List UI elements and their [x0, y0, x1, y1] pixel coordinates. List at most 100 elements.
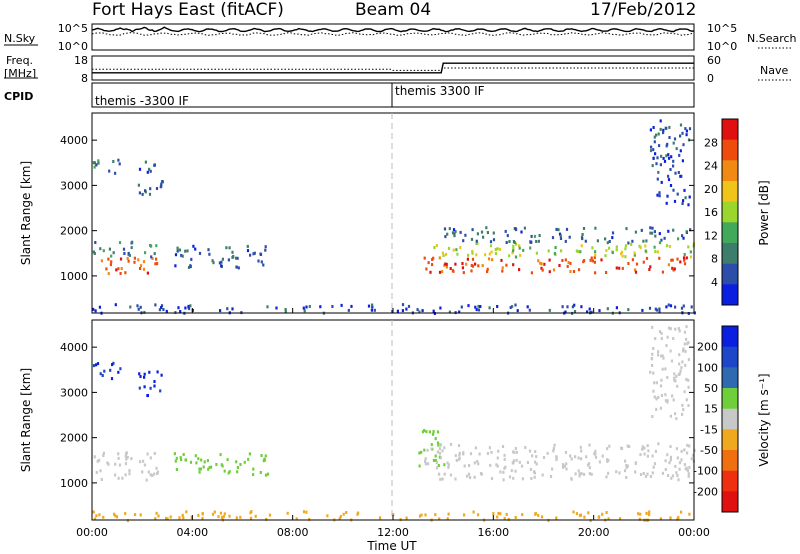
velocity-cell [541, 515, 544, 519]
power-cell [649, 226, 652, 230]
power-cell [305, 305, 308, 309]
velocity-cell [427, 462, 430, 466]
power-cell [659, 163, 662, 167]
power-cell [445, 262, 448, 266]
velocity-cell [674, 464, 677, 468]
velocity-cell [201, 516, 204, 520]
power-cell [653, 245, 656, 249]
velocity-cell [264, 454, 267, 458]
velocity-cell [579, 445, 582, 449]
velocity-cell [106, 461, 109, 465]
power-cell [496, 305, 499, 308]
power-cell [689, 255, 692, 259]
power-cell [530, 240, 533, 244]
velocity-cell [549, 475, 553, 478]
power-colorbar-tick: 8 [711, 253, 718, 266]
power-cell [187, 304, 190, 308]
velocity-cell [580, 449, 583, 453]
velocity-cell [672, 398, 675, 402]
velocity-cell [125, 457, 128, 461]
power-cell [391, 309, 394, 313]
power-cell [634, 268, 637, 272]
power-cell [253, 251, 256, 255]
power-cell [512, 247, 515, 251]
velocity-cell [243, 460, 246, 464]
velocity-cell [512, 459, 515, 463]
power-cell [98, 305, 101, 309]
velocity-cell [236, 466, 239, 469]
power-cell [100, 259, 103, 263]
velocity-cell [673, 376, 676, 380]
velocity-cell [226, 458, 229, 462]
power-cell [656, 193, 659, 197]
power-cell [594, 250, 597, 254]
velocity-cell [594, 449, 597, 453]
power-cell [669, 304, 673, 308]
power-cell [432, 309, 435, 313]
velocity-cell [655, 407, 658, 411]
power-y-axis: 1000 2000 3000 4000 [60, 134, 694, 283]
power-cell [486, 270, 489, 274]
power-cell [642, 260, 645, 264]
power-cell [110, 260, 113, 264]
power-cell [449, 267, 452, 270]
velocity-cell [639, 512, 642, 516]
velocity-cell [495, 463, 498, 467]
power-cell [677, 171, 680, 174]
velocity-cell [661, 354, 664, 358]
velocity-cell [662, 356, 665, 360]
power-cell [672, 164, 675, 168]
power-cell [537, 239, 540, 243]
velocity-cell [236, 470, 239, 474]
velocity-cell [182, 516, 185, 520]
velocity-cell [680, 458, 683, 462]
velocity-cell [512, 461, 515, 465]
velocity-cell [680, 510, 683, 514]
velocity-cell [605, 511, 608, 514]
x-tick-label: 08:00 [277, 526, 309, 539]
velocity-cell [473, 475, 476, 479]
velocity-cell [671, 394, 674, 398]
power-cell [371, 303, 374, 307]
power-cell [535, 240, 538, 243]
power-cell [655, 162, 658, 166]
velocity-cell [570, 457, 573, 461]
power-cell [605, 249, 608, 252]
power-cell [514, 255, 518, 259]
power-cell [621, 254, 624, 258]
power-cell [115, 268, 118, 272]
power-cell [95, 163, 98, 167]
power-colorbar-frame [721, 118, 739, 306]
velocity-cell [92, 510, 95, 514]
velocity-cell [660, 394, 664, 397]
cpid-panel: CPID themis -3300 IF themis 3300 IF [4, 82, 695, 108]
power-cell [441, 251, 444, 255]
velocity-cell [680, 449, 683, 453]
power-cell [606, 241, 609, 245]
power-cell [123, 252, 126, 255]
power-cell [459, 246, 462, 250]
velocity-cell [101, 374, 104, 377]
velocity-ytick-label: 1000 [60, 477, 88, 490]
velocity-cell [681, 412, 684, 416]
velocity-cell [102, 515, 105, 519]
power-cell [94, 309, 97, 313]
power-ytick-label: 4000 [60, 134, 88, 147]
velocity-cell [565, 462, 568, 466]
velocity-cell [497, 511, 500, 515]
velocity-cell [180, 458, 183, 461]
power-cell [153, 252, 156, 256]
power-cell [530, 271, 533, 275]
velocity-cell [424, 513, 427, 517]
power-cell [651, 231, 654, 235]
power-cell [512, 263, 515, 267]
velocity-cell [466, 474, 469, 478]
velocity-cell [565, 467, 568, 471]
velocity-cell [578, 474, 581, 478]
power-cell [682, 143, 685, 147]
power-cell [464, 233, 467, 237]
velocity-cell [683, 390, 686, 394]
power-cell [520, 230, 523, 234]
power-ytick-label: 2000 [60, 225, 88, 238]
